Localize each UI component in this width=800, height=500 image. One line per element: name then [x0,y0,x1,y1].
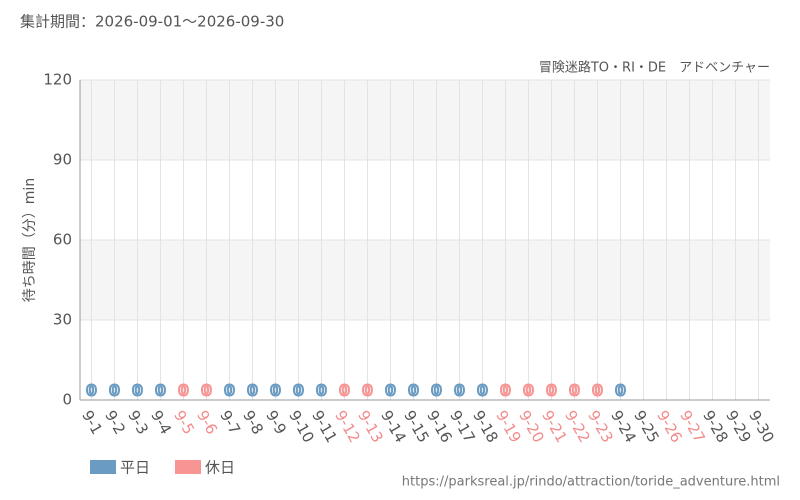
value-label: 0 [385,382,395,400]
legend-label: 休日 [205,459,235,477]
value-label: 0 [546,382,556,400]
value-label: 0 [224,382,234,400]
y-tick-label: 60 [53,231,72,249]
value-label: 0 [132,382,142,400]
value-label: 0 [155,382,165,400]
value-label: 0 [201,382,211,400]
legend-swatch [175,460,201,474]
y-tick-label: 90 [53,151,72,169]
value-label: 0 [615,382,625,400]
y-tick-label: 120 [43,71,72,89]
x-tick-label: 9-8 [239,407,267,437]
y-axis-label: 待ち時間（分）min [22,178,38,302]
value-label: 0 [592,382,602,400]
value-label: 0 [408,382,418,400]
plot-band [80,80,770,160]
x-tick-label: 9-30 [745,407,778,445]
legend-label: 平日 [120,459,150,477]
chart-title: 集計期間：2026-09-01～2026-09-30 [20,13,284,31]
value-label: 0 [477,382,487,400]
x-tick-label: 9-6 [193,407,221,437]
value-label: 0 [362,382,372,400]
value-label: 0 [86,382,96,400]
value-label: 0 [339,382,349,400]
value-label: 0 [500,382,510,400]
value-label: 0 [523,382,533,400]
plot-band [80,240,770,320]
x-tick-label: 9-7 [216,407,244,437]
value-label: 0 [454,382,464,400]
value-label: 0 [569,382,579,400]
x-tick-label: 9-1 [78,407,106,437]
value-label: 0 [270,382,280,400]
y-tick-label: 30 [53,311,72,329]
value-label: 0 [293,382,303,400]
x-tick-label: 9-3 [124,407,152,437]
x-tick-label: 9-2 [101,407,129,437]
legend-swatch [90,460,116,474]
value-label: 0 [316,382,326,400]
value-label: 0 [431,382,441,400]
y-tick-label: 0 [62,391,72,409]
chart-subtitle: 冒険迷路TO・RI・DE アドベンチャー [539,60,770,76]
value-label: 0 [109,382,119,400]
x-tick-label: 9-9 [262,407,290,437]
x-tick-label: 9-5 [170,407,198,437]
value-label: 0 [178,382,188,400]
source-url: https://parksreal.jp/rindo/attraction/to… [402,475,780,490]
x-tick-label: 9-4 [147,407,175,437]
value-label: 0 [247,382,257,400]
